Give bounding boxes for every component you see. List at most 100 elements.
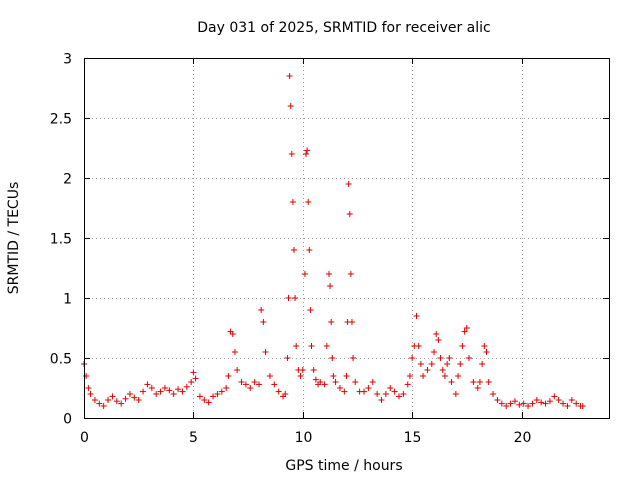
data-point (170, 391, 177, 397)
data-point (516, 401, 523, 408)
data-point (266, 373, 273, 379)
data-point (347, 271, 354, 277)
data-point (291, 247, 297, 253)
data-point (374, 391, 381, 397)
data-point (573, 400, 580, 407)
data-point (308, 343, 315, 349)
data-point (387, 385, 394, 391)
grid-lines (84, 58, 609, 418)
data-point (303, 151, 310, 157)
data-point (183, 383, 190, 390)
data-point (437, 355, 444, 361)
data-point (234, 367, 241, 373)
data-point (420, 373, 427, 379)
data-point (441, 373, 448, 379)
data-point (210, 393, 217, 400)
y-axis-label: SRMTID / TECUs (6, 182, 22, 295)
data-point (417, 361, 424, 367)
data-point (483, 349, 490, 355)
data-point (448, 379, 455, 385)
data-point (218, 388, 225, 395)
data-point (352, 379, 359, 385)
data-point (350, 355, 357, 361)
data-point (461, 328, 468, 335)
data-point (400, 391, 407, 397)
data-point (435, 337, 442, 343)
data-point (415, 343, 422, 349)
data-point (346, 211, 353, 217)
y-tick-label: 2 (63, 172, 72, 188)
data-point (205, 399, 212, 406)
data-point (459, 343, 466, 349)
data-point (323, 343, 330, 349)
data-point (166, 387, 173, 394)
data-point (474, 385, 481, 391)
data-point (529, 400, 536, 407)
data-point (485, 379, 492, 385)
data-point (284, 355, 291, 361)
data-point (396, 393, 402, 400)
y-tick-label: 0 (63, 412, 72, 428)
data-point (481, 343, 488, 349)
data-point (490, 391, 497, 397)
data-point (551, 393, 558, 400)
data-point (329, 355, 336, 361)
x-tick-label: 5 (189, 430, 198, 446)
data-point (312, 376, 319, 383)
data-point (282, 391, 289, 397)
data-point (113, 398, 120, 405)
data-point (538, 399, 545, 406)
data-point (148, 385, 155, 391)
data-point (424, 367, 431, 373)
data-point (568, 397, 575, 403)
data-point (404, 381, 411, 388)
data-point (406, 373, 413, 379)
data-point (479, 361, 486, 367)
data-point (292, 295, 299, 301)
data-point (301, 271, 308, 277)
data-point (256, 381, 262, 388)
data-point (542, 400, 549, 407)
data-point (310, 367, 317, 373)
data-point (409, 355, 416, 361)
data-point (161, 385, 168, 391)
chart-title: Day 031 of 2025, SRMTID for receiver ali… (197, 20, 490, 36)
data-point (476, 379, 483, 385)
data-point (288, 151, 295, 157)
plot-frame (84, 58, 610, 419)
data-point (144, 381, 151, 388)
data-point (299, 367, 306, 373)
data-point (223, 385, 230, 391)
data-point (378, 397, 385, 403)
data-point (153, 391, 160, 397)
data-point (433, 331, 440, 337)
data-point (214, 391, 221, 397)
data-point (341, 388, 348, 395)
data-point (511, 398, 518, 405)
data-point (109, 393, 116, 400)
data-point (330, 373, 337, 379)
data-point (196, 393, 203, 400)
data-point (96, 400, 103, 407)
data-point (428, 361, 435, 367)
data-point (326, 271, 332, 277)
data-point (293, 343, 300, 349)
data-point (525, 403, 532, 409)
data-point (231, 349, 238, 355)
y-tick-label: 1 (63, 292, 72, 308)
data-point (87, 391, 94, 397)
data-point (297, 373, 304, 379)
data-point (225, 373, 232, 379)
data-point (348, 319, 355, 325)
data-point (520, 400, 527, 407)
data-point (201, 397, 208, 403)
data-point (247, 385, 254, 391)
data-point (251, 379, 258, 385)
data-point (343, 373, 350, 379)
data-point (126, 391, 133, 397)
data-point (546, 398, 553, 405)
data-point (369, 379, 376, 385)
data-point (135, 397, 142, 403)
data-point (289, 199, 296, 205)
